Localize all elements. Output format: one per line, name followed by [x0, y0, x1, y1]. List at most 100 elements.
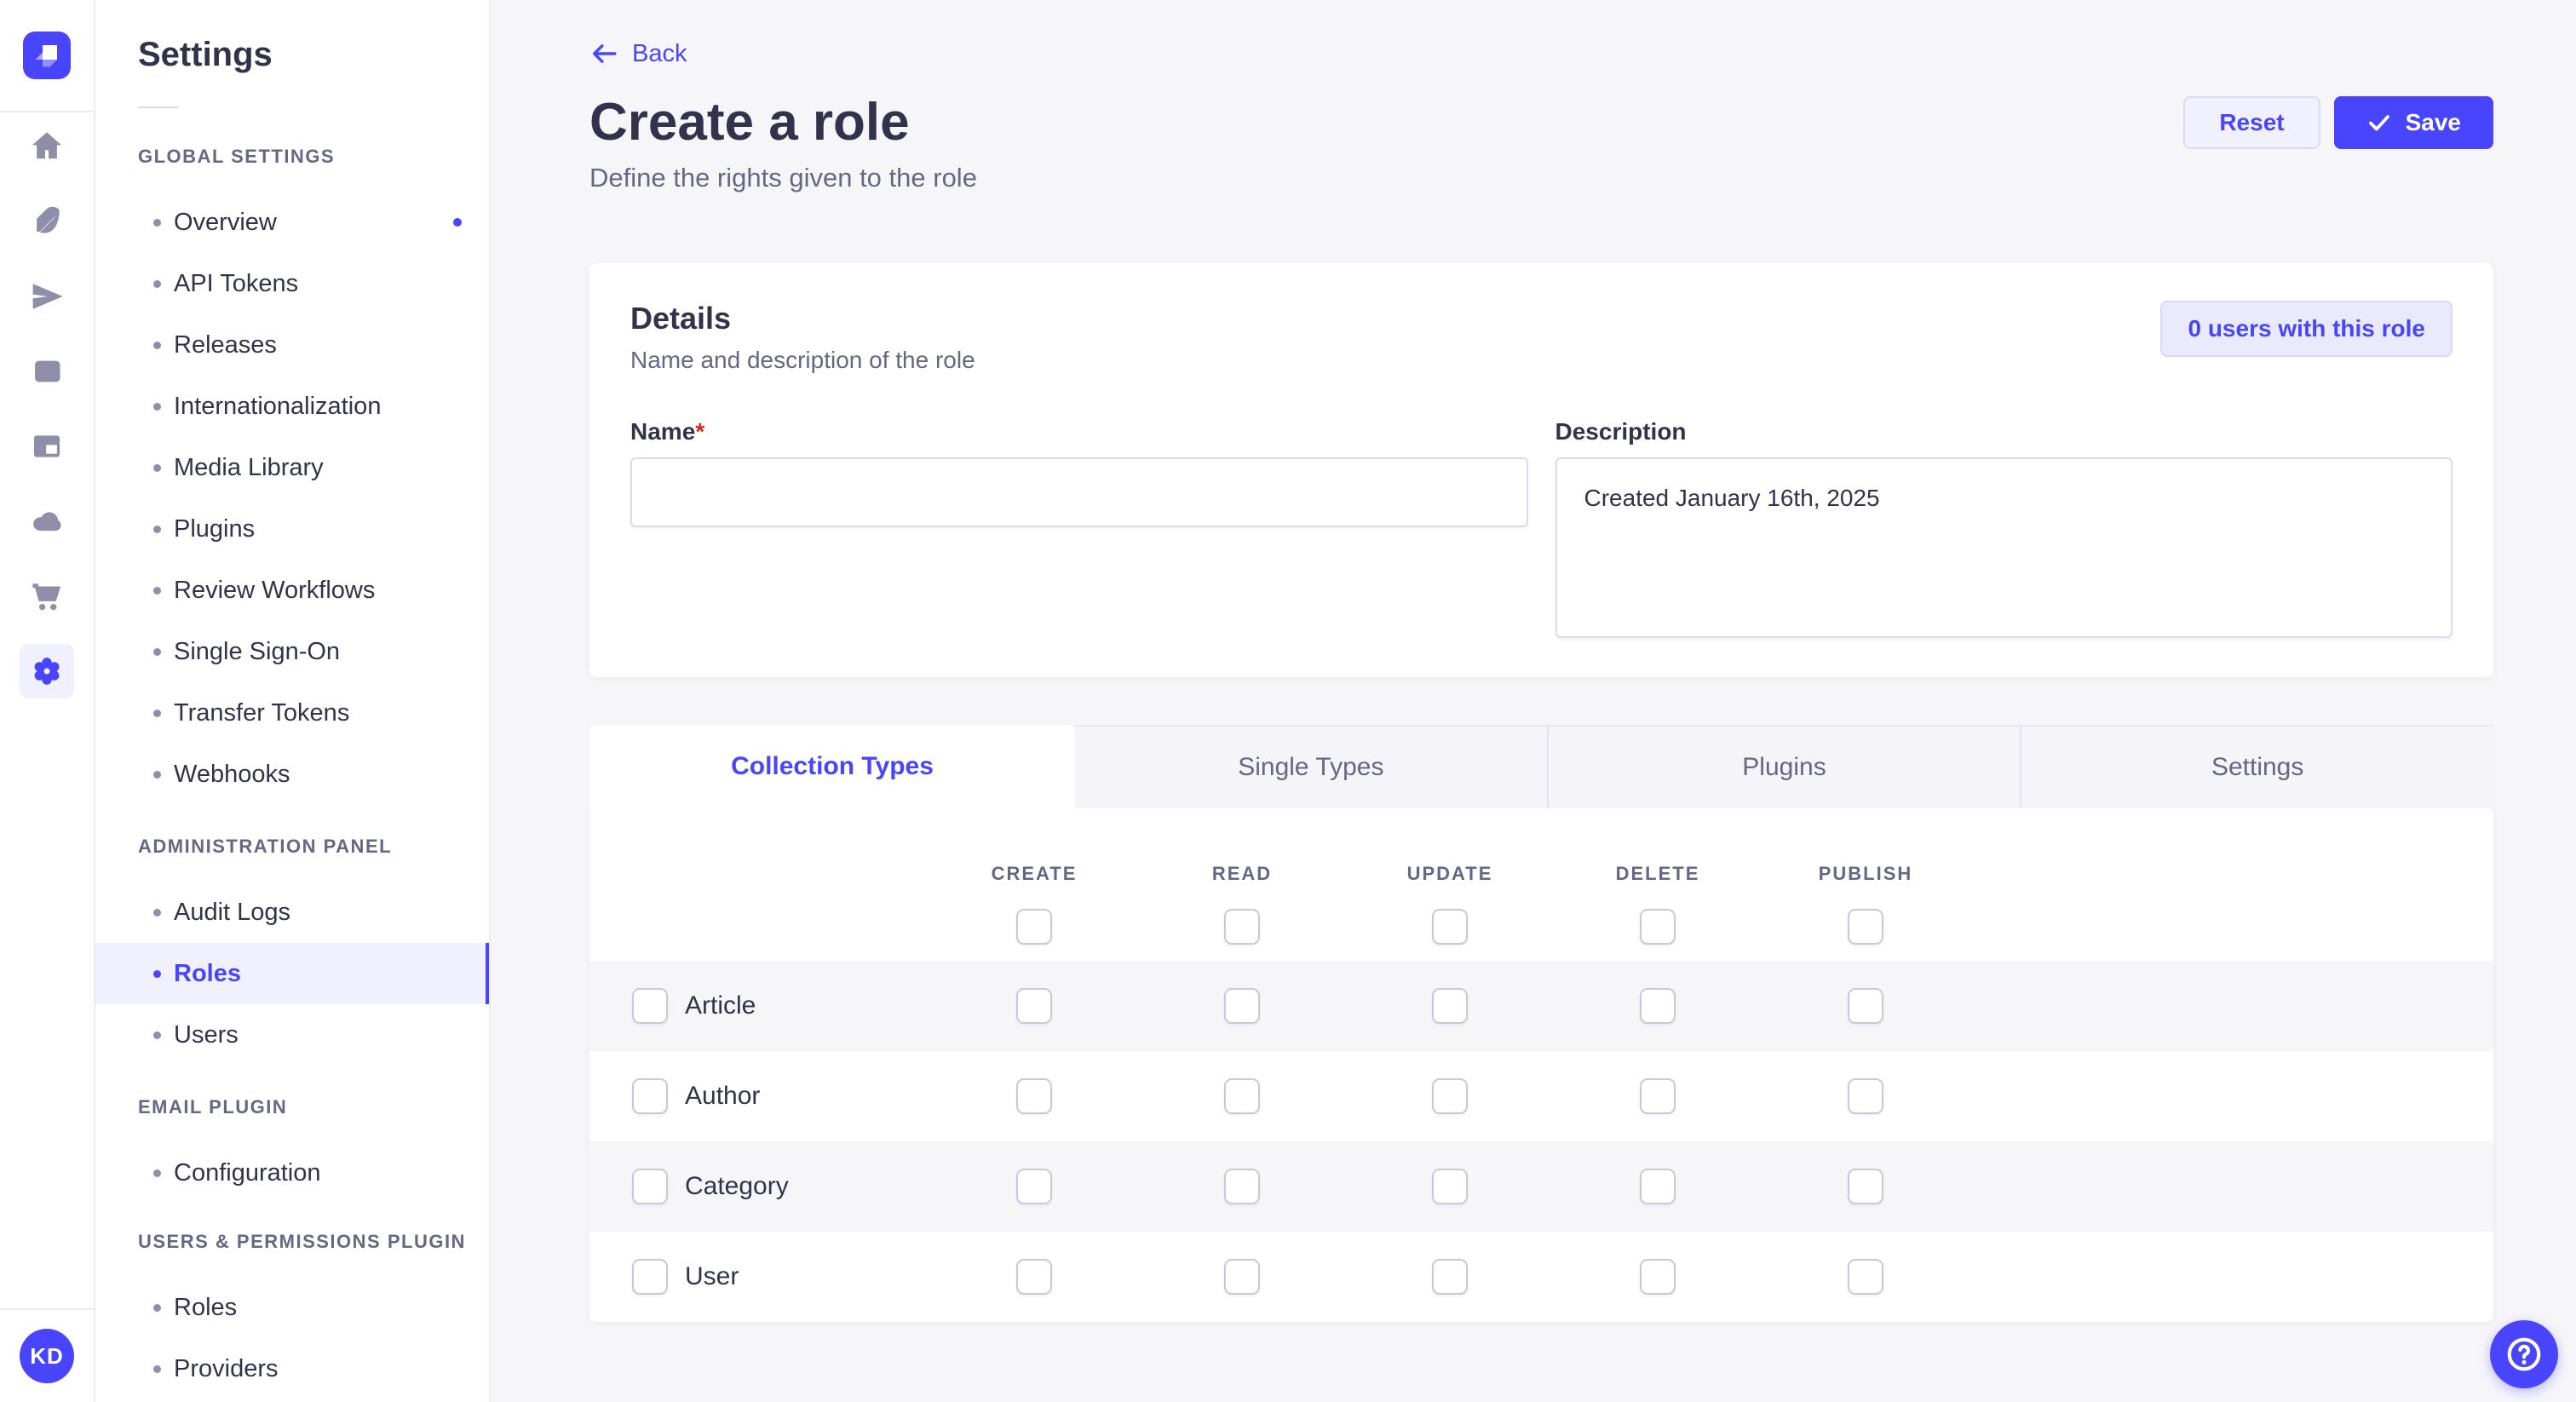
select-all-read-checkbox[interactable]	[1224, 909, 1260, 945]
sidebar-item-single-sign-on[interactable]: Single Sign-On	[95, 621, 489, 682]
sidebar-item-internationalization[interactable]: Internationalization	[95, 376, 489, 437]
select-all-delete-checkbox[interactable]	[1640, 909, 1676, 945]
sidebar-item-api-tokens[interactable]: API Tokens	[95, 253, 489, 314]
select-all-create-checkbox[interactable]	[1016, 909, 1052, 945]
feather-icon[interactable]	[20, 194, 74, 249]
row-select-checkbox[interactable]	[632, 988, 668, 1024]
avatar[interactable]: KD	[20, 1329, 74, 1383]
permission-checkbox-category-delete[interactable]	[1640, 1169, 1676, 1204]
permission-checkbox-user-read[interactable]	[1224, 1259, 1260, 1295]
cloud-icon[interactable]	[20, 494, 74, 549]
sidebar-divider	[138, 106, 179, 108]
select-all-update-checkbox[interactable]	[1432, 909, 1468, 945]
bullet-icon	[153, 709, 161, 717]
tab-plugins[interactable]: Plugins	[1546, 725, 2021, 808]
reset-button[interactable]: Reset	[2183, 96, 2320, 149]
description-label: Description	[1555, 418, 1687, 445]
sidebar-item-media-library[interactable]: Media Library	[95, 437, 489, 498]
permission-checkbox-article-create[interactable]	[1016, 988, 1052, 1024]
sidebar-item-releases[interactable]: Releases	[95, 314, 489, 376]
sidebar-item-configuration[interactable]: Configuration	[95, 1142, 489, 1204]
role-description-textarea[interactable]: Created January 16th, 2025	[1555, 457, 2452, 638]
sidebar-item-roles[interactable]: Roles	[95, 943, 489, 1004]
row-label: Author	[685, 1082, 761, 1110]
sidebar-item-users[interactable]: Users	[95, 1004, 489, 1066]
layout-icon[interactable]	[20, 419, 74, 474]
row-label: User	[685, 1262, 739, 1290]
sidebar-item-plugins[interactable]: Plugins	[95, 498, 489, 560]
sidebar-item-providers[interactable]: Providers	[95, 1338, 489, 1399]
permission-checkbox-user-create[interactable]	[1016, 1259, 1052, 1295]
notification-dot	[453, 218, 462, 227]
sidebar-item-webhooks[interactable]: Webhooks	[95, 744, 489, 805]
strapi-logo-icon[interactable]	[23, 32, 71, 79]
table-row-user: User	[589, 1232, 2493, 1322]
bullet-icon	[153, 908, 161, 916]
column-header-delete: DELETE	[1615, 863, 1700, 884]
arrow-left-icon	[592, 44, 617, 63]
permission-checkbox-author-read[interactable]	[1224, 1078, 1260, 1114]
column-header-read: READ	[1211, 863, 1273, 884]
bullet-icon	[153, 1303, 161, 1312]
bullet-icon	[153, 1365, 161, 1373]
sidebar-section-users-permissions-plugin: USERS & PERMISSIONS PLUGIN Roles Provide…	[95, 1231, 489, 1399]
permissions-table: CREATE READ UPDATE DELETE PUBLISH	[589, 808, 2493, 1322]
question-mark-icon	[2507, 1337, 2541, 1371]
table-row-article: Article	[589, 961, 2493, 1051]
permission-checkbox-article-publish[interactable]	[1848, 988, 1883, 1024]
role-name-input[interactable]	[630, 457, 1528, 527]
settings-sidebar: Settings GLOBAL SETTINGS Overview API To…	[95, 0, 491, 1402]
sidebar-section-administration-panel: ADMINISTRATION PANEL Audit Logs Roles Us…	[95, 836, 489, 1066]
sidebar-section-email-plugin: EMAIL PLUGIN Configuration	[95, 1096, 489, 1204]
row-select-checkbox[interactable]	[632, 1259, 668, 1295]
bullet-icon	[153, 279, 161, 288]
required-asterisk: *	[695, 418, 705, 445]
permission-checkbox-article-read[interactable]	[1224, 988, 1260, 1024]
permission-checkbox-article-delete[interactable]	[1640, 988, 1676, 1024]
back-link[interactable]: Back	[589, 39, 687, 68]
help-button[interactable]	[2490, 1320, 2558, 1388]
permission-checkbox-author-update[interactable]	[1432, 1078, 1468, 1114]
bullet-icon	[153, 586, 161, 595]
select-all-publish-checkbox[interactable]	[1848, 909, 1883, 945]
section-label: ADMINISTRATION PANEL	[138, 836, 393, 857]
save-button[interactable]: Save	[2333, 96, 2493, 149]
sidebar-item-review-workflows[interactable]: Review Workflows	[95, 560, 489, 621]
permission-checkbox-user-delete[interactable]	[1640, 1259, 1676, 1295]
home-icon[interactable]	[20, 119, 74, 174]
permission-checkbox-user-publish[interactable]	[1848, 1259, 1883, 1295]
tab-single-types[interactable]: Single Types	[1075, 725, 1547, 808]
section-label: USERS & PERMISSIONS PLUGIN	[138, 1231, 466, 1252]
sidebar-item-up-roles[interactable]: Roles	[95, 1277, 489, 1338]
permission-checkbox-author-publish[interactable]	[1848, 1078, 1883, 1114]
section-label: GLOBAL SETTINGS	[138, 146, 336, 167]
permission-checkbox-category-create[interactable]	[1016, 1169, 1052, 1204]
bullet-icon	[153, 525, 161, 533]
tab-settings[interactable]: Settings	[2020, 725, 2494, 808]
logo-area	[0, 0, 94, 112]
details-card: Details Name and description of the role…	[589, 263, 2493, 677]
permission-checkbox-category-update[interactable]	[1432, 1169, 1468, 1204]
sidebar-item-transfer-tokens[interactable]: Transfer Tokens	[95, 682, 489, 744]
permission-checkbox-user-update[interactable]	[1432, 1259, 1468, 1295]
gear-icon[interactable]	[20, 644, 74, 698]
table-row-author: Author	[589, 1051, 2493, 1141]
permission-checkbox-article-update[interactable]	[1432, 988, 1468, 1024]
permission-checkbox-category-read[interactable]	[1224, 1169, 1260, 1204]
permission-checkbox-author-delete[interactable]	[1640, 1078, 1676, 1114]
users-with-role-button[interactable]: 0 users with this role	[2160, 301, 2452, 357]
nav-rail: KD	[0, 0, 95, 1402]
images-icon[interactable]	[20, 344, 74, 399]
paper-plane-icon[interactable]	[20, 269, 74, 324]
bullet-icon	[153, 341, 161, 349]
table-row-category: Category	[589, 1141, 2493, 1232]
cart-icon[interactable]	[20, 569, 74, 623]
row-select-checkbox[interactable]	[632, 1169, 668, 1204]
sidebar-section-global-settings: GLOBAL SETTINGS Overview API Tokens Rele…	[95, 146, 489, 805]
sidebar-item-overview[interactable]: Overview	[95, 192, 489, 253]
sidebar-item-audit-logs[interactable]: Audit Logs	[95, 882, 489, 943]
tab-collection-types[interactable]: Collection Types	[589, 725, 1075, 808]
row-select-checkbox[interactable]	[632, 1078, 668, 1114]
permission-checkbox-author-create[interactable]	[1016, 1078, 1052, 1114]
permission-checkbox-category-publish[interactable]	[1848, 1169, 1883, 1204]
